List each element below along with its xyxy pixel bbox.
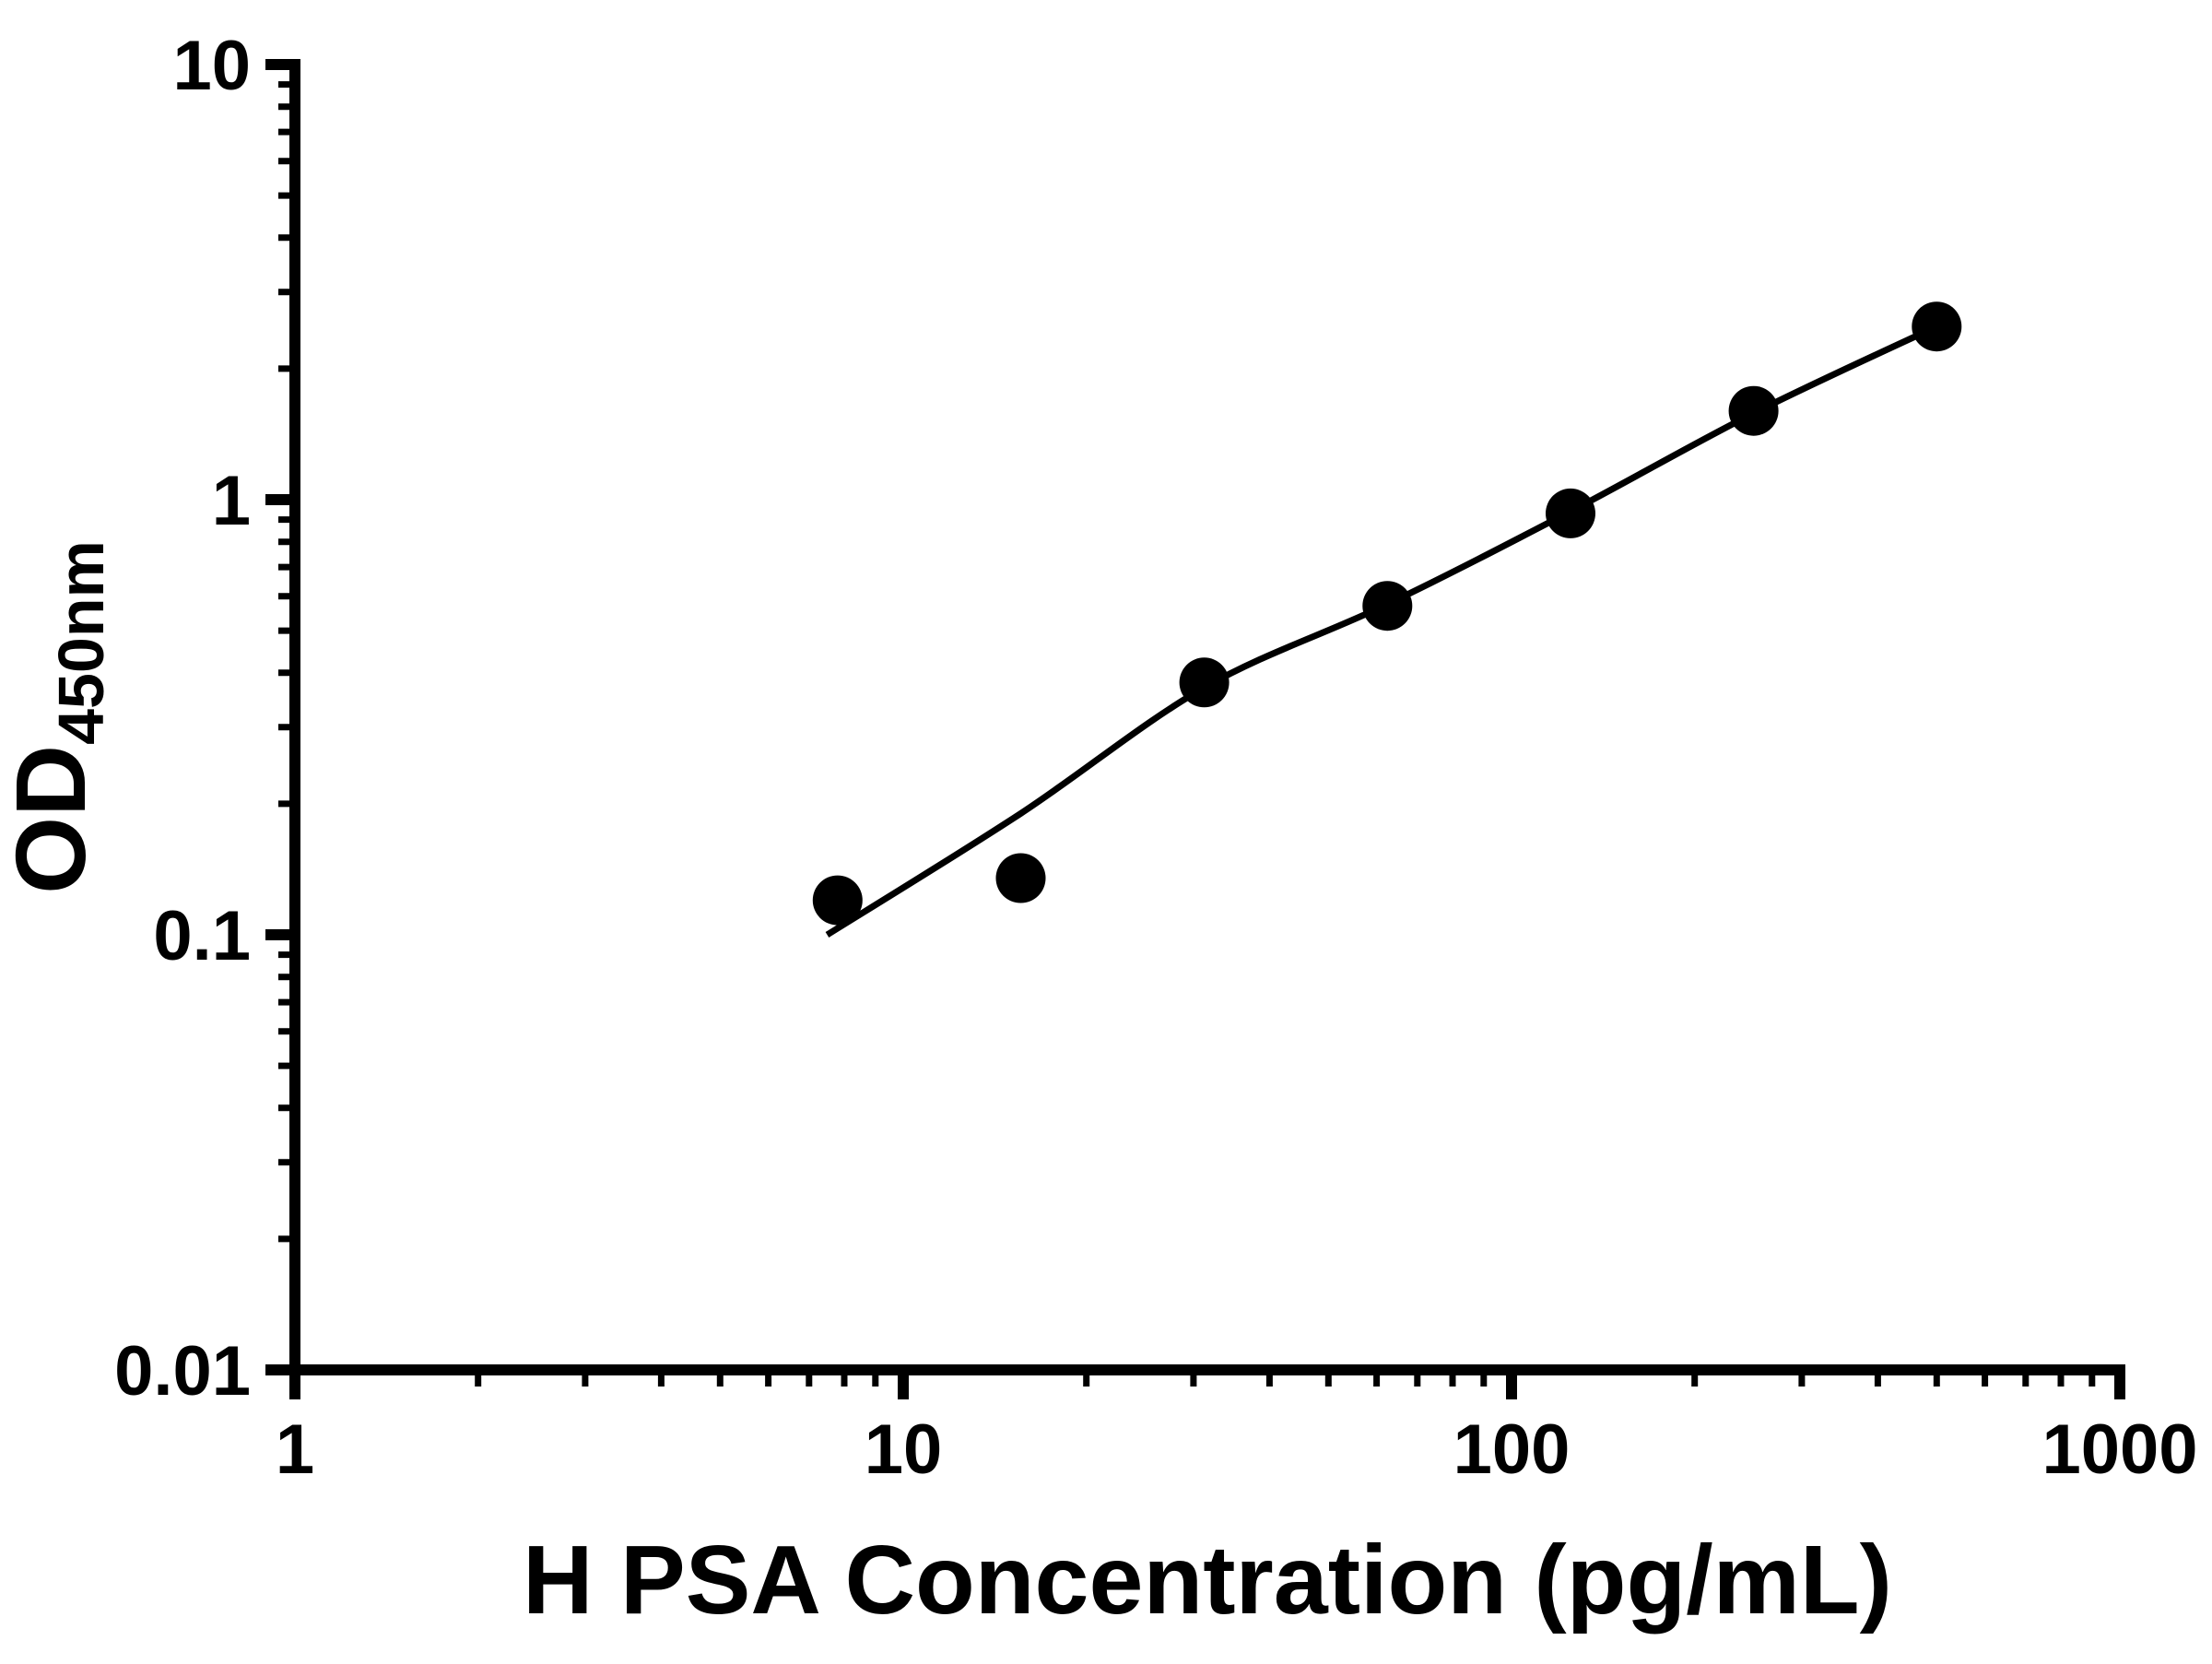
data-point: [1362, 581, 1413, 631]
y-tick-label: 10: [172, 27, 251, 105]
x-tick-label: 100: [1453, 1410, 1571, 1489]
data-point: [1546, 488, 1595, 538]
y-axis-title: OD450nm: [0, 540, 117, 894]
y-axis-title-main: OD: [0, 745, 106, 894]
data-series: [812, 301, 1962, 938]
x-tick-label: 1000: [2041, 1410, 2197, 1489]
data-point: [812, 875, 863, 926]
y-axis-title-subscript: 450nm: [45, 540, 117, 745]
data-point: [1912, 301, 1962, 352]
data-point: [995, 853, 1046, 903]
axis-spines: [289, 59, 2125, 1375]
data-point: [1179, 657, 1230, 708]
x-tick-label: 1: [276, 1410, 314, 1489]
y-tick-label: 0.1: [153, 897, 251, 975]
x-tick-label: 10: [865, 1410, 943, 1489]
data-point: [1728, 385, 1779, 436]
axis-ticks: 1 10 100 1000 0.01 0.1 1 10: [114, 27, 2197, 1489]
y-tick-label: 1: [212, 462, 251, 540]
y-tick-label: 0.01: [114, 1332, 251, 1410]
x-axis-title: H PSA Concentration (pg/mL): [523, 1526, 1892, 1634]
